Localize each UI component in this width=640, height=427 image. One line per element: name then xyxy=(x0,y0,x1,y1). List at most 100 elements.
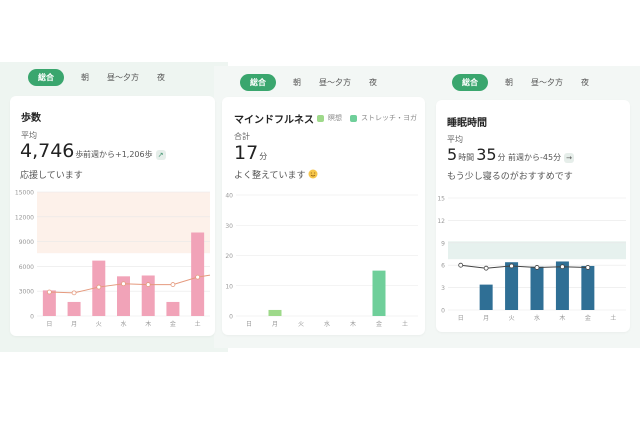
x-tick-label: 日 xyxy=(246,321,252,327)
card-title: 睡眠時間 xyxy=(447,118,487,129)
legend-swatch-stretch xyxy=(350,114,357,122)
x-tick-label: 火 xyxy=(96,321,102,328)
trend-point xyxy=(96,284,102,290)
y-tick-label: 3000 xyxy=(19,289,34,296)
bar xyxy=(555,261,569,310)
weekly-delta: 前週から+1,206歩 ↗ xyxy=(83,149,166,160)
y-tick-label: 15000 xyxy=(15,190,34,197)
steps-chart: 0 3000 6000 9000 12000 15000 日 月 火 水 木 金 土 xyxy=(15,190,211,328)
y-tick-label: 40 xyxy=(225,193,233,200)
trend-point xyxy=(483,265,489,271)
tab-morning[interactable]: 朝 xyxy=(505,78,513,87)
trend-point xyxy=(560,264,565,270)
steps-tabs: 総合 朝 昼〜夕方 夜 xyxy=(28,69,174,86)
tab-afternoon[interactable]: 昼〜夕方 xyxy=(107,73,139,82)
bar xyxy=(268,309,282,316)
trend-point xyxy=(46,289,52,295)
trend-point xyxy=(534,265,540,270)
x-tick-label: 土 xyxy=(610,314,616,322)
note-text: よく整えています xyxy=(234,171,306,181)
tab-morning[interactable]: 朝 xyxy=(293,78,301,87)
tab-afternoon[interactable]: 昼〜夕方 xyxy=(531,78,563,87)
encouragement-text: よく整えています xyxy=(234,168,318,181)
target-band xyxy=(37,192,210,254)
bar xyxy=(530,266,544,310)
average-label: 平均 xyxy=(21,131,37,140)
x-tick-label: 水 xyxy=(324,320,330,327)
total-label: 合計 xyxy=(234,132,250,141)
trend-point xyxy=(145,282,151,287)
steps-value: 4,746 xyxy=(20,140,75,162)
y-tick-label: 0 xyxy=(441,308,445,315)
sleep-minutes: 35 xyxy=(476,145,497,164)
bar xyxy=(141,275,155,316)
bar xyxy=(581,265,595,310)
trend-line xyxy=(460,264,588,269)
x-tick-label: 月 xyxy=(483,315,489,322)
x-tick-label: 木 xyxy=(559,314,565,322)
bar xyxy=(117,276,130,316)
tab-night[interactable]: 夜 xyxy=(157,73,165,82)
trend-point xyxy=(121,281,126,287)
trend-point xyxy=(585,265,591,270)
x-tick-label: 火 xyxy=(298,321,304,327)
advice-text: もう少し寝るのがおすすめです xyxy=(447,172,573,182)
x-tick-label: 火 xyxy=(509,315,515,322)
tab-overall[interactable]: 総合 xyxy=(240,74,276,91)
sleep-hours-unit: 時間 xyxy=(458,153,475,162)
x-tick-label: 日 xyxy=(46,321,52,328)
mindfulness-card[interactable]: マインドフルネス 瞑想 ストレッチ・ヨガ 合計 17分 よく整えています 0 10… xyxy=(222,97,425,335)
average-value: 4,746歩 xyxy=(20,142,83,161)
trend-point xyxy=(170,282,176,287)
tab-night[interactable]: 夜 xyxy=(581,78,589,87)
bar xyxy=(372,270,386,316)
delta-text: 前週から-45分 xyxy=(508,153,562,162)
y-tick-label: 20 xyxy=(225,253,233,260)
total-value: 17分 xyxy=(234,144,267,163)
steps-card[interactable]: 歩数 平均 4,746歩 前週から+1,206歩 ↗ 応援しています 0 3000… xyxy=(10,96,215,336)
weekly-delta: 前週から-45分 → xyxy=(508,152,575,163)
average-label: 平均 xyxy=(447,135,463,144)
y-tick-label: 30 xyxy=(225,223,233,230)
target-band xyxy=(448,241,626,260)
x-tick-label: 月 xyxy=(71,321,77,328)
tab-overall[interactable]: 総合 xyxy=(28,69,64,86)
mindfulness-tabs: 総合 朝 昼〜夕方 夜 xyxy=(240,74,386,91)
y-tick-label: 9000 xyxy=(19,239,34,246)
bar xyxy=(67,301,81,316)
tab-morning[interactable]: 朝 xyxy=(81,73,89,82)
trend-point xyxy=(195,274,201,280)
y-tick-label: 6000 xyxy=(19,264,34,271)
tab-night[interactable]: 夜 xyxy=(369,78,377,87)
bar xyxy=(479,284,493,310)
delta-text: 前週から+1,206歩 xyxy=(83,150,153,159)
average-value: 5時間 35分 xyxy=(447,147,506,163)
sleep-tabs: 総合 朝 昼〜夕方 夜 xyxy=(452,74,598,91)
trend-line xyxy=(49,274,211,294)
arrow-right-icon: → xyxy=(564,152,575,163)
x-tick-label: 土 xyxy=(402,320,408,327)
x-tick-label: 木 xyxy=(350,320,356,327)
tab-afternoon[interactable]: 昼〜夕方 xyxy=(319,78,351,87)
y-tick-label: 10 xyxy=(225,283,233,290)
y-tick-label: 0 xyxy=(30,314,34,321)
tab-overall[interactable]: 総合 xyxy=(452,74,488,91)
smile-emoji-icon xyxy=(308,169,318,179)
y-tick-label: 3 xyxy=(441,285,445,292)
arrow-up-right-icon: ↗ xyxy=(155,149,166,160)
trend-point xyxy=(71,290,77,296)
legend-label-stretch: ストレッチ・ヨガ xyxy=(361,114,417,122)
x-tick-label: 水 xyxy=(534,314,540,322)
encouragement-text: 応援しています xyxy=(20,171,83,181)
sleep-minutes-unit: 分 xyxy=(497,153,506,162)
x-tick-label: 木 xyxy=(145,320,151,328)
trend-point xyxy=(509,263,514,269)
mindfulness-value: 17 xyxy=(234,142,259,164)
y-tick-label: 0 xyxy=(229,314,233,321)
y-tick-label: 12 xyxy=(437,218,445,225)
x-tick-label: 日 xyxy=(458,315,464,322)
sleep-card[interactable]: 睡眠時間 平均 5時間 35分 前週から-45分 → もう少し寝るのがおすすめです… xyxy=(436,100,630,332)
mindfulness-chart: 0 10 20 30 40 日 月 火 水 木 金 土 xyxy=(225,193,418,327)
bar xyxy=(166,301,180,316)
x-tick-label: 土 xyxy=(195,320,201,328)
